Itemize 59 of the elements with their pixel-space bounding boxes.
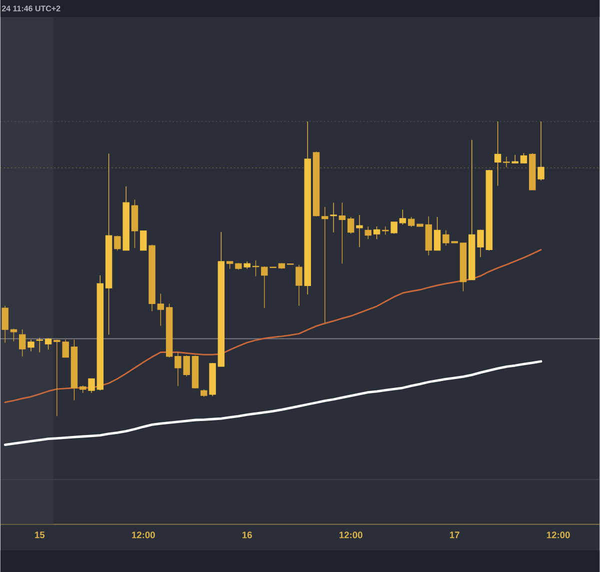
candlestick bbox=[200, 388, 208, 397]
candlestick bbox=[209, 362, 216, 396]
candlestick bbox=[88, 378, 95, 394]
x-tick-label: 15 bbox=[35, 532, 45, 538]
candlestick bbox=[486, 169, 492, 251]
candlestick bbox=[538, 121, 544, 181]
x-tick-label: 12:00 bbox=[546, 532, 570, 538]
candlestick bbox=[503, 156, 510, 168]
candlestick bbox=[80, 385, 86, 394]
x-tick-label: 12:00 bbox=[132, 532, 155, 538]
x-tick-label: 12:00 bbox=[339, 532, 362, 538]
candlestick bbox=[356, 214, 363, 248]
candlestick bbox=[330, 202, 337, 233]
candlestick bbox=[416, 224, 424, 227]
candlestick bbox=[96, 274, 104, 391]
candlestick bbox=[468, 139, 476, 280]
candlestick bbox=[218, 232, 225, 367]
candlestick bbox=[312, 151, 320, 217]
candlestick bbox=[131, 199, 138, 248]
candlestick bbox=[122, 186, 130, 251]
candlestick bbox=[28, 339, 34, 352]
candlestick bbox=[10, 328, 18, 342]
candlestick bbox=[494, 121, 502, 186]
candlestick bbox=[192, 355, 199, 389]
candlestick bbox=[520, 152, 528, 164]
candlestick bbox=[399, 209, 406, 225]
candlestick bbox=[252, 260, 260, 276]
candlestick bbox=[278, 262, 286, 270]
candlestick bbox=[157, 293, 164, 326]
candlestick bbox=[512, 154, 518, 164]
candlestick bbox=[434, 216, 441, 251]
candlestick bbox=[322, 206, 328, 324]
candlestick bbox=[364, 226, 372, 240]
candlestick bbox=[36, 337, 44, 352]
candlestick bbox=[390, 221, 398, 234]
candlestick bbox=[235, 262, 242, 270]
candlestick bbox=[408, 216, 415, 228]
x-tick-label: 16 bbox=[242, 532, 252, 538]
candlestick bbox=[2, 305, 8, 344]
candlestick bbox=[425, 216, 432, 256]
candlestick bbox=[244, 261, 250, 270]
candlestick bbox=[338, 202, 346, 264]
candlestick bbox=[304, 121, 311, 295]
candlestick bbox=[44, 338, 52, 350]
candlestick bbox=[528, 152, 536, 190]
candlestick bbox=[105, 153, 112, 335]
candlestick bbox=[460, 242, 467, 292]
candlestick bbox=[166, 303, 173, 358]
candlestick bbox=[477, 229, 484, 258]
candlestick bbox=[347, 216, 354, 234]
candlestick bbox=[140, 230, 147, 251]
candlestick bbox=[373, 226, 380, 240]
candlestick bbox=[226, 261, 234, 270]
candlestick bbox=[18, 329, 26, 357]
candlestick bbox=[70, 339, 78, 400]
x-tick-label: 17 bbox=[450, 532, 460, 538]
candlestick bbox=[296, 264, 302, 306]
candlestick bbox=[148, 244, 156, 312]
candlestick bbox=[114, 235, 121, 251]
